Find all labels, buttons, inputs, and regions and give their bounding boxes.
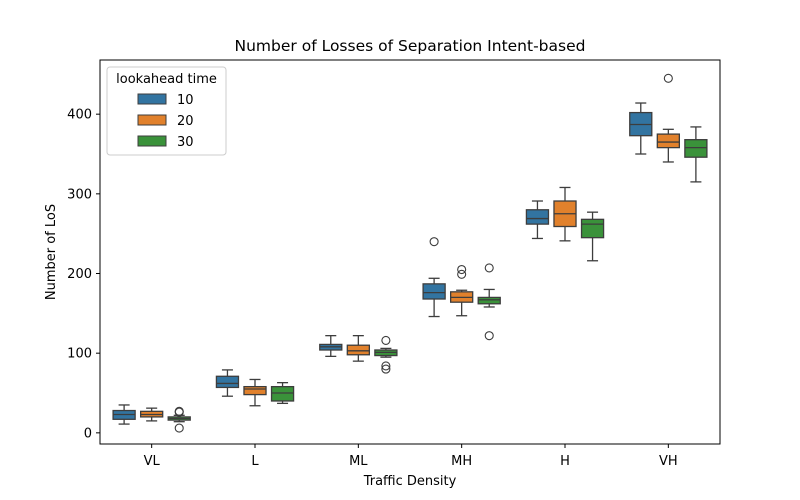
y-tick-label: 300 xyxy=(67,187,92,202)
box-iqr xyxy=(346,344,371,356)
box-VH-30 xyxy=(684,126,708,183)
legend-swatch-10 xyxy=(137,93,167,105)
plot-frame xyxy=(99,59,721,445)
legend-frame xyxy=(106,66,227,156)
legend-label-30: 30 xyxy=(177,135,194,150)
box-iqr xyxy=(270,385,295,402)
y-tick-label: 0 xyxy=(84,426,92,441)
box-iqr xyxy=(525,209,550,225)
x-axis-label: Traffic Density xyxy=(363,474,457,489)
box-VH-10 xyxy=(629,102,653,155)
legend-label-20: 20 xyxy=(177,114,194,129)
box-iqr xyxy=(215,375,240,389)
outlier-point xyxy=(457,269,467,279)
outlier-point xyxy=(174,423,184,433)
y-axis-label: Number of LoS xyxy=(44,204,59,300)
box-H-20 xyxy=(553,186,577,242)
box-VH-20 xyxy=(656,73,681,163)
box-iqr xyxy=(477,296,501,305)
legend-swatch-20 xyxy=(137,114,167,126)
box-VL-10 xyxy=(112,404,136,425)
legend-title: lookahead time xyxy=(116,72,217,87)
box-iqr xyxy=(243,385,267,396)
legend-swatch-30 xyxy=(137,135,167,147)
legend-label-10: 10 xyxy=(177,93,194,108)
box-ML-10 xyxy=(319,335,343,358)
y-tick-label: 100 xyxy=(67,347,92,362)
box-MH-20 xyxy=(449,264,474,317)
y-tick-label: 200 xyxy=(67,267,92,282)
box-L-30 xyxy=(270,382,295,405)
x-tick-label: MH xyxy=(451,454,472,469)
box-H-30 xyxy=(580,211,605,262)
x-tick-label: H xyxy=(560,454,570,469)
box-iqr xyxy=(684,139,708,158)
box-L-10 xyxy=(215,369,240,397)
outlier-point xyxy=(174,406,184,416)
box-iqr xyxy=(580,218,605,239)
outlier-point xyxy=(457,264,467,275)
outlier-point xyxy=(381,364,391,374)
box-H-10 xyxy=(525,200,550,240)
x-tick-label: ML xyxy=(349,454,368,469)
box-ML-30 xyxy=(374,335,398,374)
outlier-point xyxy=(429,237,439,247)
box-MH-30 xyxy=(477,263,501,341)
box-L-20 xyxy=(243,378,267,407)
outlier-point xyxy=(663,73,673,83)
outlier-point xyxy=(484,331,494,341)
outlier-point xyxy=(484,263,494,273)
box-ML-20 xyxy=(346,335,371,362)
y-tick-label: 400 xyxy=(67,108,92,123)
x-tick-label: VH xyxy=(659,454,678,469)
outlier-point xyxy=(381,335,391,345)
chart-title: Number of Losses of Separation Intent-ba… xyxy=(235,37,586,55)
outlier-point xyxy=(381,361,391,371)
x-tick-label: L xyxy=(251,454,259,469)
box-VL-20 xyxy=(139,407,164,422)
x-tick-label: VL xyxy=(144,454,161,469)
box-MH-10 xyxy=(422,237,446,318)
box-iqr xyxy=(656,133,681,149)
box-VL-30 xyxy=(167,406,191,433)
plot-area: 0 100 200 300 400 VL L ML MH H VH xyxy=(67,73,708,469)
legend: lookahead time 10 20 30 xyxy=(106,66,227,156)
box-iqr xyxy=(422,283,446,300)
